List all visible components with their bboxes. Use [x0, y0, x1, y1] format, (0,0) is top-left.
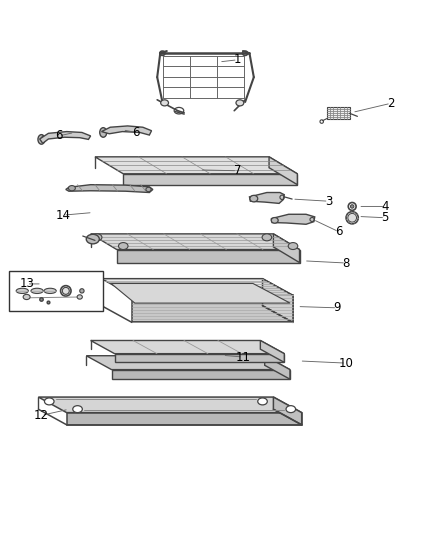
Ellipse shape [350, 205, 354, 208]
Polygon shape [115, 354, 284, 362]
Ellipse shape [250, 195, 258, 202]
Polygon shape [39, 397, 302, 413]
Polygon shape [95, 157, 297, 174]
Polygon shape [271, 214, 315, 224]
Polygon shape [260, 341, 284, 362]
Polygon shape [102, 126, 152, 135]
Text: 1: 1 [234, 53, 241, 66]
Bar [9, 271, 103, 311]
Polygon shape [269, 157, 297, 184]
Text: 5: 5 [381, 211, 389, 224]
Polygon shape [40, 132, 91, 143]
Text: 12: 12 [34, 409, 49, 422]
Text: 6: 6 [55, 130, 63, 142]
Text: 9: 9 [334, 301, 341, 314]
Polygon shape [86, 356, 290, 369]
Polygon shape [132, 295, 293, 322]
Ellipse shape [31, 288, 43, 294]
Polygon shape [117, 249, 300, 263]
Ellipse shape [146, 187, 151, 192]
Ellipse shape [286, 406, 296, 413]
Text: 7: 7 [233, 164, 241, 177]
Text: 4: 4 [381, 200, 389, 213]
Ellipse shape [118, 243, 128, 249]
Polygon shape [250, 192, 284, 204]
Ellipse shape [23, 294, 30, 300]
Ellipse shape [77, 295, 82, 299]
Ellipse shape [161, 100, 169, 106]
Ellipse shape [92, 234, 102, 241]
Text: 6: 6 [335, 225, 343, 238]
Polygon shape [91, 341, 284, 354]
Ellipse shape [100, 128, 107, 137]
Polygon shape [112, 369, 290, 379]
Polygon shape [265, 356, 290, 379]
Text: 2: 2 [387, 97, 395, 110]
Ellipse shape [60, 286, 71, 296]
Polygon shape [262, 279, 293, 322]
Ellipse shape [86, 235, 99, 244]
Ellipse shape [68, 185, 75, 191]
Text: 8: 8 [343, 256, 350, 270]
Ellipse shape [38, 135, 45, 144]
Polygon shape [67, 413, 302, 425]
Polygon shape [91, 234, 300, 249]
Ellipse shape [45, 398, 54, 405]
Ellipse shape [271, 217, 278, 223]
Ellipse shape [288, 243, 298, 249]
Text: 6: 6 [133, 126, 140, 139]
Text: 10: 10 [339, 357, 353, 369]
Ellipse shape [262, 234, 272, 241]
Polygon shape [273, 234, 300, 263]
Polygon shape [273, 397, 302, 425]
Polygon shape [111, 284, 290, 303]
Ellipse shape [348, 213, 357, 222]
Polygon shape [102, 279, 293, 295]
Ellipse shape [80, 289, 84, 293]
Text: 13: 13 [19, 277, 34, 290]
Text: 3: 3 [325, 195, 332, 208]
Polygon shape [327, 107, 350, 118]
Polygon shape [66, 184, 153, 192]
Text: 14: 14 [56, 208, 71, 222]
Ellipse shape [44, 288, 56, 294]
Ellipse shape [236, 100, 244, 106]
Ellipse shape [16, 288, 28, 294]
Polygon shape [123, 174, 297, 184]
Ellipse shape [62, 287, 69, 294]
Ellipse shape [346, 212, 358, 224]
Text: 11: 11 [236, 351, 251, 364]
Ellipse shape [258, 398, 267, 405]
Ellipse shape [348, 203, 356, 211]
Ellipse shape [73, 406, 82, 413]
